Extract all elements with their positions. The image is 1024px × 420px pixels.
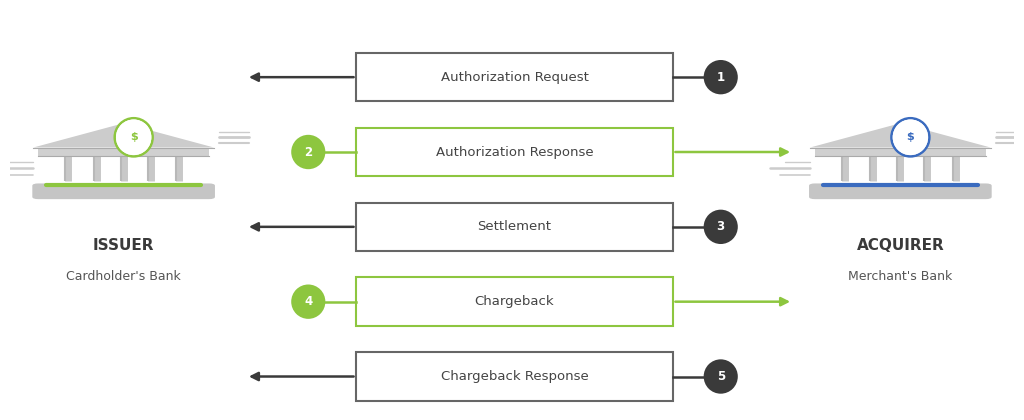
Text: Cardholder's Bank: Cardholder's Bank	[67, 270, 181, 283]
Text: Settlement: Settlement	[477, 220, 552, 234]
Text: $: $	[906, 132, 914, 142]
Bar	[815, 147, 986, 156]
Text: Merchant's Bank: Merchant's Bank	[848, 270, 952, 283]
Ellipse shape	[893, 119, 928, 155]
Ellipse shape	[116, 119, 152, 155]
Text: 4: 4	[304, 295, 312, 308]
Polygon shape	[810, 123, 990, 147]
Bar	[38, 147, 209, 156]
Text: 5: 5	[717, 370, 725, 383]
Text: 1: 1	[717, 71, 725, 84]
Text: 3: 3	[717, 220, 725, 234]
FancyBboxPatch shape	[809, 184, 991, 199]
Bar	[356, 352, 673, 401]
Ellipse shape	[291, 284, 326, 319]
Bar	[356, 277, 673, 326]
FancyBboxPatch shape	[33, 184, 215, 199]
Text: Authorization Request: Authorization Request	[440, 71, 589, 84]
Ellipse shape	[291, 135, 326, 169]
Ellipse shape	[890, 117, 931, 158]
Ellipse shape	[703, 210, 738, 244]
Ellipse shape	[114, 117, 154, 158]
Text: ACQUIRER: ACQUIRER	[856, 238, 944, 253]
Text: ISSUER: ISSUER	[93, 238, 155, 253]
Polygon shape	[34, 123, 214, 147]
Text: $: $	[130, 132, 137, 142]
Bar	[356, 53, 673, 102]
Text: Chargeback: Chargeback	[475, 295, 554, 308]
Ellipse shape	[703, 360, 738, 394]
Text: Chargeback Response: Chargeback Response	[440, 370, 589, 383]
Ellipse shape	[703, 60, 738, 94]
Text: Authorization Response: Authorization Response	[435, 145, 593, 158]
Ellipse shape	[893, 119, 928, 155]
Text: 2: 2	[304, 145, 312, 158]
Bar	[356, 202, 673, 251]
Bar	[356, 128, 673, 176]
Ellipse shape	[116, 119, 152, 155]
